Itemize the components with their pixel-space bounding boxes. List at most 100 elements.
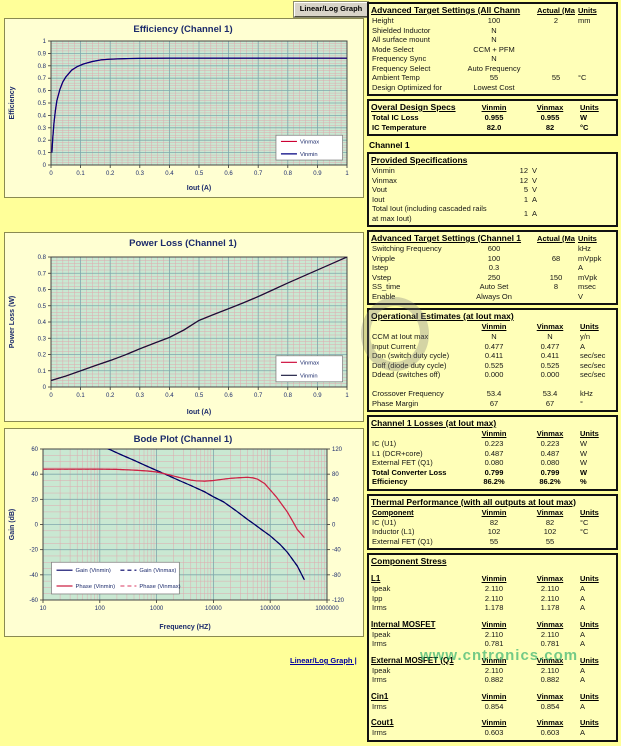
column-header: Actual (Ma [537,6,575,15]
table-row: Shielded Inductor N [371,26,614,36]
row-unit: W [580,458,588,467]
table-row: Irms 0.854 0.854 A [371,702,614,712]
row-label: Design Optimized for [372,82,443,92]
table-row: Ddead (switches off) 0.000 0.000 sec/sec [371,370,614,380]
column-header: Vinmin [481,574,507,583]
column-header: Vinmax [536,322,564,331]
table-advanced-target-settings-channel: Advanced Target Settings (Channel 1 Actua… [367,230,618,305]
table-row: Input Current 0.477 0.477 A [371,342,614,352]
legend-box [275,355,343,383]
series-vinmin [51,57,347,153]
row-vinmax-value: 2.110 [540,665,560,675]
row-vinmax-value: 82 [545,517,555,527]
svg-text:Power Loss (W): Power Loss (W) [9,296,16,349]
table-title: Channel 1 Losses (at Iout max) [371,418,497,428]
row-vinmax-value: 2 [553,16,559,25]
column-header: Vinmax [536,691,564,701]
series-gain-vinmin- [106,449,305,581]
svg-text:0.7: 0.7 [38,76,47,82]
legend-box [275,134,343,161]
svg-text:0.4: 0.4 [165,393,174,399]
row-unit: A [580,629,586,639]
svg-text:0.5: 0.5 [195,171,204,177]
svg-text:Vinmax: Vinmax [300,360,319,366]
svg-text:40: 40 [332,497,339,503]
row-vinmax-value: 82 [545,122,555,132]
row-vinmax-value: 53.4 [542,389,558,398]
row-vinmin-value: 100 [487,253,501,263]
row-vinmax-value: 150 [549,272,563,282]
row-unit: A [580,639,586,648]
row-label: Don (switch duty cycle) [372,351,450,360]
row-label: Total Converter Loss [372,467,447,477]
table-row: Vinmin 12 V [371,166,614,176]
row-vinmin-value: CCM + PFM [473,44,515,54]
row-unit: A [532,194,538,204]
row-vinmin-value: 82 [489,517,499,527]
svg-text:0.7: 0.7 [38,271,47,277]
row-vinmax-value: 0.955 [540,113,560,122]
row-label: Vstep [372,272,392,282]
table-row: Mode Select CCM + PFM [371,45,614,55]
column-header: Vinmax [536,507,564,517]
power-loss-svg: Power Loss (Channel 1) 0 0.1 0.2 0.3 0.4 0.5 0.… [9,238,349,416]
row-unit: W [580,113,588,122]
column-header: Vinmax [536,655,564,665]
row-value: 1 [523,194,528,204]
table-row: Design Optimized for Lowest Cost [371,83,614,93]
row-value: 1 [523,208,528,218]
series-phase-vinmin- [43,468,305,539]
svg-text:-120: -120 [332,598,345,604]
row-label: Irms [372,701,387,711]
svg-text:0.1: 0.1 [38,151,47,157]
row-vinmin-value: 0.781 [484,639,504,648]
row-label: Frequency Select [372,63,431,73]
row-vinmax-value: 68 [551,253,561,263]
svg-text:0.9: 0.9 [313,171,322,177]
row-vinmin-value: 2.110 [484,629,504,639]
table-row: Switching Frequency 600 kHz [371,244,614,254]
row-unit: kHz [580,389,593,398]
svg-text:0: 0 [49,171,53,177]
row-vinmax-value: 0.525 [540,360,560,370]
column-header: Units [580,507,599,517]
column-header: Vinmin [481,691,507,701]
row-vinmin-value: 0.487 [484,448,504,458]
row-vinmin-value: 600 [487,244,501,253]
table-title: Component Stress [371,556,447,566]
table-title: Provided Specifications [371,155,468,165]
table-row: Doff (diode duty cycle) 0.525 0.525 sec/sec [371,361,614,371]
row-vinmin-value: 0.603 [484,728,504,737]
row-vinmax-value: 8 [553,282,559,291]
table-overall-design-specs: Overal Design Specs Vinmin Vinmax Units Tota… [367,99,618,136]
column-header: Vinmin [481,655,507,665]
svg-text:0.2: 0.2 [38,138,47,144]
table-header: Cin1 Vinmin Vinmax Units [371,691,614,702]
row-vinmax-value: 0.000 [540,370,560,379]
svg-text:0: 0 [49,393,53,399]
row-vinmax-value: 2.110 [540,593,560,603]
linear-log-graph-link[interactable]: Linear/Log Graph | [290,656,357,665]
row-unit: V [532,185,538,194]
row-unit: W [580,439,588,448]
row-unit: kHz [578,244,591,253]
svg-text:0.8: 0.8 [38,255,47,261]
row-unit: A [532,208,538,218]
row-vinmin-value: 102 [487,527,501,536]
table-row: Enable Always On V [371,292,614,302]
table-row: Vout 5 V [371,185,614,195]
row-value: 5 [523,185,528,194]
power-loss-chart: Power Loss (Channel 1) 0 0.1 0.2 0.3 0.4 0.5 0.… [4,232,364,422]
row-unit: mVppk [578,253,602,263]
table-header: Cout1 Vinmin Vinmax Units [371,717,614,728]
svg-text:Gain (Vinmin): Gain (Vinmin) [76,568,111,574]
row-vinmin-value: Auto Set [479,282,509,291]
column-header: Units [580,574,599,583]
row-vinmax-value: 102 [543,527,557,536]
table-row: Total Iout (including cascaded rails at … [371,204,614,223]
linear-log-graph-button[interactable]: Linear/Log Graph [294,2,368,17]
row-label: Vinmin [372,166,395,175]
row-label: Frequency Sync [372,54,427,63]
table-advanced-target-settings-all: Advanced Target Settings (All Chann Actua… [367,2,618,96]
table-row: Ipp 2.110 2.110 A [371,594,614,604]
